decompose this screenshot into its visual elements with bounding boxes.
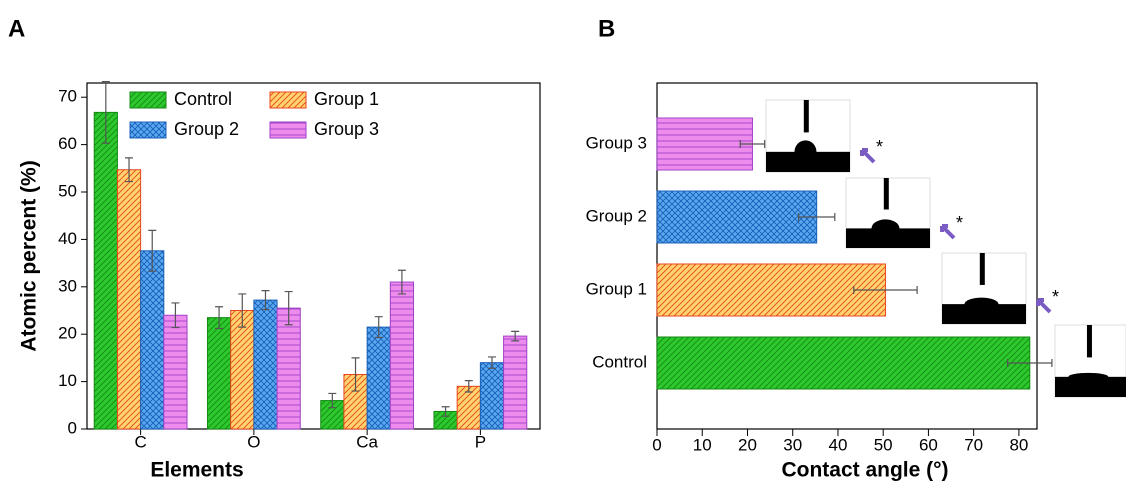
arrow <box>942 226 954 238</box>
x-tick-label: 10 <box>693 435 712 454</box>
bar <box>480 363 503 429</box>
x-tick-label: Ca <box>356 432 378 451</box>
figure: A B Elements Atomic percent (%) Contact … <box>0 0 1126 487</box>
droplet-needle <box>884 178 889 210</box>
y-tick-label: Group 3 <box>586 133 647 152</box>
x-tick-label: 0 <box>652 435 661 454</box>
bar <box>657 191 817 243</box>
bar <box>207 318 230 429</box>
bar <box>117 170 140 429</box>
bar <box>657 118 752 170</box>
x-tick-label: O <box>247 432 260 451</box>
significance-marker: * <box>1052 287 1059 307</box>
y-tick-label: 50 <box>58 181 77 200</box>
x-tick-label: 40 <box>828 435 847 454</box>
bar <box>94 112 117 429</box>
x-tick-label: C <box>134 432 146 451</box>
significance-marker: * <box>956 213 963 233</box>
y-tick-label: 70 <box>58 87 77 106</box>
legend-label: Group 3 <box>314 119 379 139</box>
y-tick-label: 0 <box>68 418 77 437</box>
page: {"chart_data": [ {"type": "bar", "label"… <box>0 0 1126 487</box>
arrow <box>1038 300 1050 312</box>
panel-label: B <box>598 15 615 42</box>
bar <box>141 251 164 429</box>
y-tick-label: Group 1 <box>586 279 647 298</box>
y-tick-label: 10 <box>58 371 77 390</box>
y-tick-label: 20 <box>58 324 77 343</box>
droplet <box>964 298 998 311</box>
bar <box>277 308 300 429</box>
legend-label: Group 1 <box>314 89 379 109</box>
legend-label: Control <box>174 89 232 109</box>
droplet-needle <box>1087 325 1092 357</box>
x-tick-label: 80 <box>1009 435 1028 454</box>
bar <box>390 282 413 429</box>
bar <box>231 311 254 429</box>
x-axis-label: Elements <box>150 459 243 482</box>
significance-marker: * <box>876 137 883 157</box>
bar <box>254 300 277 429</box>
bar <box>367 327 390 429</box>
bar <box>504 336 527 429</box>
droplet-needle <box>804 100 809 132</box>
x-tick-label: P <box>475 432 486 451</box>
bar <box>457 386 480 429</box>
legend-swatch <box>130 122 166 138</box>
droplet <box>1068 373 1108 381</box>
panel-label: A <box>8 15 25 42</box>
droplet <box>871 219 899 237</box>
y-tick-label: 60 <box>58 134 77 153</box>
y-tick-label: 30 <box>58 276 77 295</box>
x-tick-label: 70 <box>964 435 983 454</box>
x-axis-label: Contact angle (°) <box>781 459 948 482</box>
x-tick-label: 50 <box>874 435 893 454</box>
legend-swatch <box>270 122 306 138</box>
bar <box>657 264 885 316</box>
droplet-needle <box>980 253 985 285</box>
droplet <box>794 140 816 163</box>
arrow <box>862 150 874 162</box>
x-tick-label: 30 <box>783 435 802 454</box>
y-tick-label: Control <box>592 352 647 371</box>
bar <box>164 315 187 429</box>
y-tick-label: Group 2 <box>586 206 647 225</box>
x-tick-label: 20 <box>738 435 757 454</box>
legend-label: Group 2 <box>174 119 239 139</box>
legend-swatch <box>270 92 306 108</box>
bar <box>657 337 1030 389</box>
y-axis-label: Atomic percent (%) <box>18 160 41 351</box>
legend-swatch <box>130 92 166 108</box>
x-tick-label: 60 <box>919 435 938 454</box>
y-tick-label: 40 <box>58 229 77 248</box>
